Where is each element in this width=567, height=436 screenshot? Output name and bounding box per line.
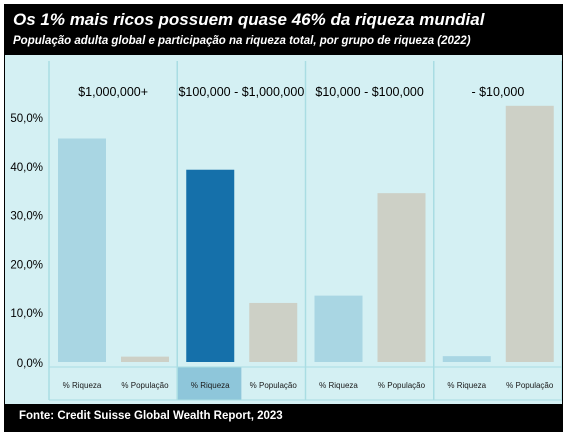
y-tick-label: 40,0%: [10, 162, 43, 174]
chart-subtitle: População adulta global e participação n…: [13, 35, 471, 47]
bar-population: [121, 356, 169, 362]
group-label: - $10,000: [471, 85, 524, 99]
category-label: % População: [121, 381, 169, 390]
y-tick-label: 20,0%: [10, 259, 43, 271]
source-note: Fonte: Credit Suisse Global Wealth Repor…: [19, 410, 283, 422]
y-tick-label: 10,0%: [10, 308, 43, 320]
category-label: % População: [250, 381, 298, 390]
y-tick-label: 0,0%: [17, 358, 43, 370]
category-label: % Riqueza: [63, 381, 102, 390]
bar-population: [505, 105, 554, 363]
bar-chart: $1,000,000+ $100,000 - $1,000,000 $10,000 …: [5, 55, 562, 404]
bar-wealth: [186, 169, 235, 362]
highlight-cell: [177, 367, 242, 400]
bar-population: [377, 193, 426, 362]
bar-wealth: [314, 295, 363, 362]
category-label: % População: [378, 381, 426, 390]
chart-title: Os 1% mais ricos possuem quase 46% da ri…: [13, 10, 485, 29]
chart-header: Os 1% mais ricos possuem quase 46% da ri…: [5, 5, 562, 55]
y-tick-label: 50,0%: [10, 113, 43, 125]
category-label: % População: [506, 381, 554, 390]
group-label: $100,000 - $1,000,000: [178, 85, 304, 99]
bar-wealth: [58, 138, 106, 362]
chart-frame: Os 1% mais ricos possuem quase 46% da ri…: [4, 4, 563, 432]
category-label: % Riqueza: [447, 381, 486, 390]
bar-wealth: [442, 356, 491, 362]
group-label: $1,000,000+: [78, 85, 148, 99]
chart-footer: Fonte: Credit Suisse Global Wealth Repor…: [5, 404, 562, 431]
bar-population: [249, 302, 298, 362]
y-tick-label: 30,0%: [10, 211, 43, 223]
group-label: $10,000 - $100,000: [315, 85, 423, 99]
category-label: % Riqueza: [319, 381, 358, 390]
category-label: % Riqueza: [191, 381, 230, 390]
